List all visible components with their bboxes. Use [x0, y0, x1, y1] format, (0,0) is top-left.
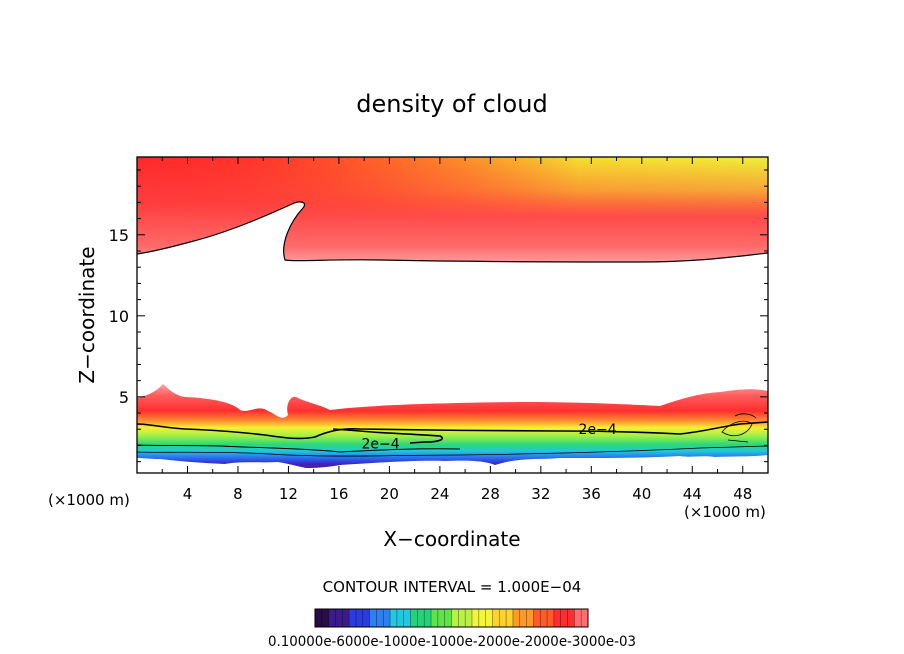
contour-small: [721, 420, 753, 437]
x-tick-label: 28: [481, 485, 500, 503]
colorbar-swatch: [396, 609, 405, 627]
colorbar-swatch: [390, 609, 398, 627]
colorbar: [314, 608, 589, 628]
colorbar-swatch: [383, 609, 391, 627]
contour-upper: [136, 201, 769, 263]
colorbar-swatch: [403, 609, 411, 627]
plot-frame: [136, 156, 769, 474]
colorbar-swatch: [471, 609, 480, 627]
x-tick-label: 32: [531, 485, 550, 503]
colorbar-swatch: [581, 609, 589, 627]
upper-cloud-yellow: [137, 157, 768, 217]
contour-label: 2e−4: [579, 422, 617, 438]
y-tick-label: 15: [109, 226, 129, 245]
x-tick-label: 24: [430, 485, 449, 503]
colorbar-swatch: [417, 609, 425, 627]
colorbar-swatch: [424, 609, 432, 627]
colorbar-swatch: [560, 609, 568, 627]
contour-lower: [136, 444, 461, 453]
contour-small-2: [727, 413, 757, 443]
colorbar-swatch: [362, 609, 370, 627]
colorbar-swatch: [499, 609, 507, 627]
colorbar-swatch: [431, 609, 439, 627]
colorbar-swatch: [492, 609, 500, 627]
colorbar-swatch: [437, 609, 445, 627]
colorbar-swatch: [478, 609, 486, 627]
y-tick-label: 5: [119, 388, 129, 407]
y-tick-label: 10: [109, 307, 129, 326]
colorbar-swatch: [526, 609, 534, 627]
colorbar-swatch: [567, 609, 575, 627]
colorbar-swatch: [506, 609, 514, 627]
colorbar-swatch: [444, 609, 452, 627]
colorbar-swatch: [335, 609, 343, 627]
contour-label: 2e−4: [361, 437, 399, 453]
x-tick-label: 12: [279, 485, 298, 503]
colorbar-labels: 0.10000e-6000e-1000e-1000e-2000e-2000e-3…: [268, 634, 636, 650]
lower-cloud-layer: [137, 384, 768, 468]
colorbar-swatch: [369, 609, 377, 627]
contour-2e4-inner: [332, 428, 444, 444]
contour-2e4-main: [136, 421, 769, 440]
colorbar-swatch: [328, 609, 336, 627]
colorbar-swatch: [465, 609, 473, 627]
colorbar-swatch: [451, 609, 459, 627]
chart-title: density of cloud: [356, 90, 547, 118]
x-tick-label: 40: [632, 485, 651, 503]
colorbar-swatch: [321, 609, 329, 627]
colorbar-swatch: [533, 609, 541, 627]
colorbar-swatch: [540, 609, 548, 627]
y-axis-label: Z−coordinate: [75, 246, 99, 383]
colorbar-frame: [314, 608, 589, 628]
x-axis-unit-right: (×1000 m): [684, 503, 766, 521]
colorbar-swatch: [349, 609, 357, 627]
colorbar-swatch: [376, 609, 384, 627]
colorbar-swatch: [458, 609, 466, 627]
colorbar-swatch: [342, 609, 350, 627]
x-tick-label: 8: [233, 485, 243, 503]
colorbar-swatch: [512, 609, 521, 627]
density-field: [136, 157, 769, 468]
x-tick-label: 36: [582, 485, 601, 503]
colorbar-swatch: [574, 609, 582, 627]
x-tick-label: 4: [183, 485, 193, 503]
colorbar-swatch: [547, 609, 555, 627]
contour-bottom: [136, 445, 769, 457]
x-tick-label: 20: [380, 485, 399, 503]
colorbar-swatch: [553, 609, 561, 627]
contour-interval: CONTOUR INTERVAL = 1.000E−04: [323, 578, 582, 596]
colorbar-swatch: [410, 609, 418, 627]
x-tick-label: 16: [329, 485, 348, 503]
colorbar-swatch: [355, 609, 364, 627]
x-tick-label: 48: [733, 485, 752, 503]
x-axis-unit-left: (×1000 m): [48, 491, 130, 509]
colorbar-swatch: [519, 609, 527, 627]
x-tick-label: 44: [683, 485, 702, 503]
colorbar-swatch: [315, 609, 323, 627]
colorbar-swatch: [485, 609, 493, 627]
x-axis-label: X−coordinate: [383, 527, 520, 551]
